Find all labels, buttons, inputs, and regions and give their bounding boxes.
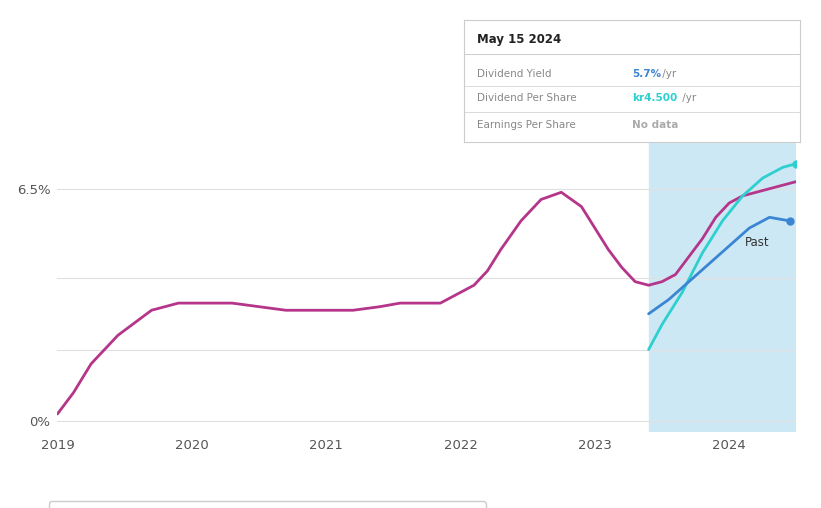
Text: kr4.500: kr4.500 bbox=[632, 93, 677, 103]
Text: Dividend Yield: Dividend Yield bbox=[477, 69, 552, 79]
Text: /yr: /yr bbox=[679, 93, 696, 103]
Text: 5.7%: 5.7% bbox=[632, 69, 661, 79]
Text: Earnings Per Share: Earnings Per Share bbox=[477, 120, 576, 130]
Legend: Dividend Yield, Dividend Per Share, Earnings Per Share: Dividend Yield, Dividend Per Share, Earn… bbox=[48, 501, 486, 508]
Text: Dividend Per Share: Dividend Per Share bbox=[477, 93, 577, 103]
Text: May 15 2024: May 15 2024 bbox=[477, 34, 562, 46]
Text: /yr: /yr bbox=[658, 69, 676, 79]
Bar bbox=[649, 142, 796, 432]
Text: Past: Past bbox=[745, 236, 770, 249]
Text: No data: No data bbox=[632, 120, 678, 130]
